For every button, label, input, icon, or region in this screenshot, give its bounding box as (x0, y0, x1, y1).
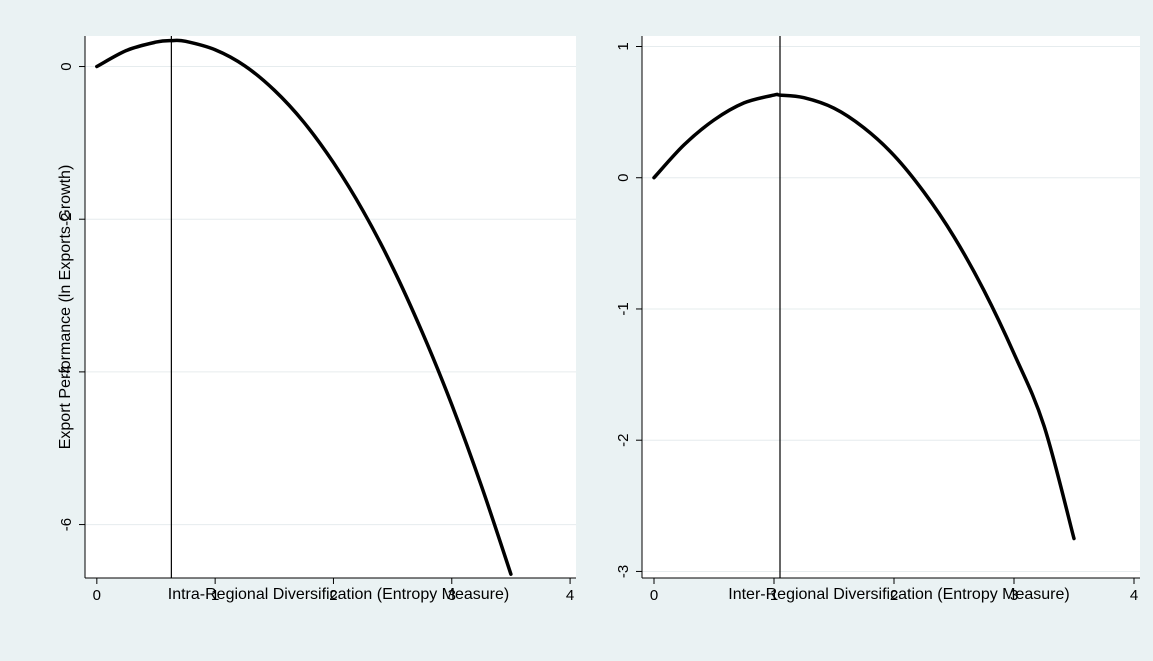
y-tick-label: -1 (615, 302, 632, 315)
x-tick-label: 3 (1010, 587, 1018, 604)
chart-panel-inter-regional: 0 1 2 3 4 1 0 -1 -2 -3 Inter-Regional Diversific… (615, 36, 1140, 604)
y-tick-label: -2 (615, 434, 632, 447)
x-tick-labels: 0 1 2 3 4 (93, 578, 574, 604)
x-tick-label: 4 (566, 587, 574, 604)
series-group (95, 38, 513, 576)
x-tick-label: 1 (211, 587, 219, 604)
axes (84, 36, 576, 579)
x-tick-label: 2 (329, 587, 337, 604)
x-tick-label: 0 (650, 587, 658, 604)
x-tick-label: 1 (770, 587, 778, 604)
plot-area (85, 36, 576, 578)
y-tick-label: -3 (615, 565, 632, 578)
x-tick-label: 0 (93, 587, 101, 604)
x-tick-label: 3 (448, 587, 456, 604)
y-tick-label: 0 (58, 62, 75, 70)
series-group (652, 92, 1076, 541)
y-tick-label: -4 (58, 365, 75, 378)
y-tick-label: 1 (615, 42, 632, 50)
series-line (95, 38, 513, 576)
y-tick-label: -2 (58, 213, 75, 226)
axes (641, 36, 1140, 579)
chart-panel-intra-regional: 0 1 2 3 4 0 -2 -4 -6 Intra-Regional Diversifica… (57, 36, 576, 604)
x-axis-label: Inter-Regional Diversification (Entropy … (728, 586, 1069, 603)
y-tick-labels: 1 0 -1 -2 -3 (615, 42, 642, 578)
x-axis-label: Intra-Regional Diversification (Entropy … (168, 586, 509, 603)
y-axis-label: Export Performance (ln Exports Growth) (57, 165, 74, 450)
x-tick-label: 4 (1130, 587, 1138, 604)
series-line (652, 92, 1076, 541)
y-tick-label: 0 (615, 174, 632, 182)
y-tick-label: -6 (58, 518, 75, 531)
x-tick-label: 2 (890, 587, 898, 604)
gridlines (642, 45, 1140, 572)
plot-area (642, 36, 1140, 578)
gridlines (85, 66, 576, 526)
x-tick-labels: 0 1 2 3 4 (650, 578, 1138, 604)
y-tick-labels: 0 -2 -4 -6 (58, 62, 85, 531)
